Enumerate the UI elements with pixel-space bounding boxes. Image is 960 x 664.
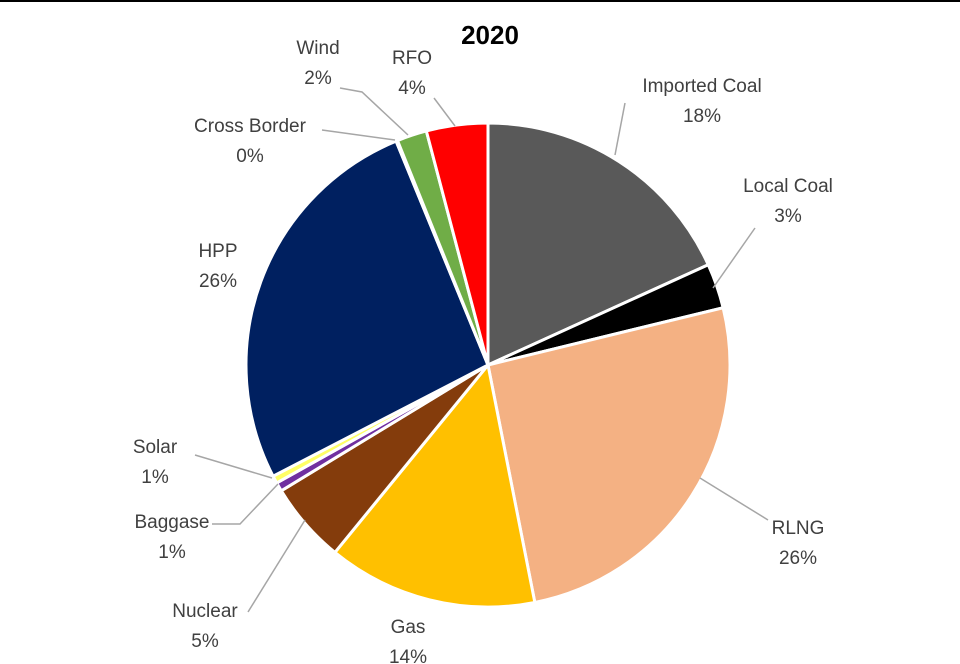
slice-label: Gas xyxy=(391,617,426,638)
slice-label: Baggase xyxy=(134,512,209,533)
slice-label: RLNG xyxy=(772,518,825,539)
slice-label: RFO xyxy=(392,48,432,69)
leader-line xyxy=(321,129,396,141)
leader-line xyxy=(194,454,273,479)
slice-percent-label: 0% xyxy=(236,146,264,167)
leader-line xyxy=(614,102,626,156)
slice-percent-label: 4% xyxy=(398,78,426,99)
slice-label: Cross Border xyxy=(194,116,307,137)
leader-line xyxy=(247,519,306,613)
pie-slice-imported-coal xyxy=(486,121,711,368)
top-border xyxy=(0,0,960,2)
leader-line xyxy=(433,97,456,127)
pie-slice-rfo xyxy=(424,121,490,366)
slice-label: HPP xyxy=(198,241,237,262)
chart-title: 2020 xyxy=(461,20,519,50)
slice-percent-label: 18% xyxy=(683,106,721,127)
pie-slice-gas xyxy=(332,361,537,609)
slice-label: Solar xyxy=(133,437,178,458)
slice-percent-label: 5% xyxy=(191,631,219,652)
slice-label: Nuclear xyxy=(172,601,238,622)
slice-percent-label: 26% xyxy=(199,271,237,292)
slice-percent-label: 1% xyxy=(158,542,186,563)
leader-line xyxy=(699,477,769,521)
slice-percent-label: 26% xyxy=(779,548,817,569)
slice-label: Local Coal xyxy=(743,176,833,197)
slice-label: Wind xyxy=(296,38,339,59)
slice-label: Imported Coal xyxy=(642,76,761,97)
leader-line xyxy=(339,87,409,136)
slice-percent-label: 14% xyxy=(389,647,427,664)
pie-slice-hpp xyxy=(244,139,490,479)
pie-slice-rlng xyxy=(486,305,732,605)
leader-line xyxy=(212,483,279,525)
leader-line xyxy=(712,227,756,289)
slice-percent-label: 3% xyxy=(774,206,802,227)
slice-percent-label: 2% xyxy=(304,68,332,89)
slice-percent-label: 1% xyxy=(141,467,169,488)
